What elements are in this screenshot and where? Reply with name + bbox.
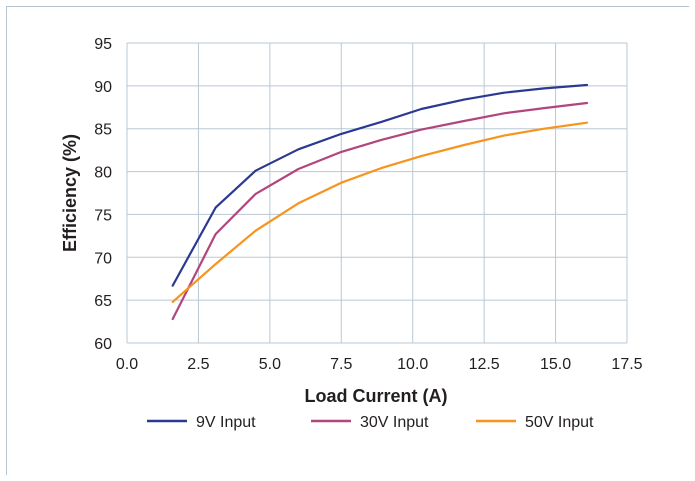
x-tick-label: 10.0 [397,356,428,373]
x-tick-label: 5.0 [259,356,281,373]
grid-lines [126,42,628,344]
legend-label-3: 50V Input [525,414,594,431]
series-line-2 [171,101,589,321]
x-tick-label: 0.0 [116,356,138,373]
y-tick-label: 70 [94,250,112,267]
y-tick-label: 90 [94,79,112,96]
y-tick-label: 85 [94,122,112,139]
series-lines [171,83,589,321]
y-axis-title: Efficiency (%) [60,134,80,252]
y-tick-label: 95 [94,36,112,53]
chart-frame [6,6,689,475]
x-tick-label: 17.5 [611,356,642,373]
legend-label-2: 30V Input [360,414,429,431]
x-tick-label: 2.5 [187,356,209,373]
legend: 9V Input 30V Input 50V Input [147,414,594,431]
x-tick-label: 7.5 [330,356,352,373]
y-tick-label: 80 [94,165,112,182]
y-tick-label: 65 [94,293,112,310]
legend-label-1: 9V Input [196,414,256,431]
x-tick-labels: 0.0 2.5 5.0 7.5 10.0 12.5 15.0 17.5 [116,356,643,373]
y-tick-label: 60 [94,336,112,353]
series-line-3 [171,121,589,303]
x-tick-label: 15.0 [540,356,571,373]
x-axis-title: Load Current (A) [305,386,448,406]
y-tick-labels: 60 65 70 75 80 85 90 95 [94,36,112,353]
series-line-1 [171,83,589,287]
y-tick-label: 75 [94,207,112,224]
x-tick-label: 12.5 [469,356,500,373]
